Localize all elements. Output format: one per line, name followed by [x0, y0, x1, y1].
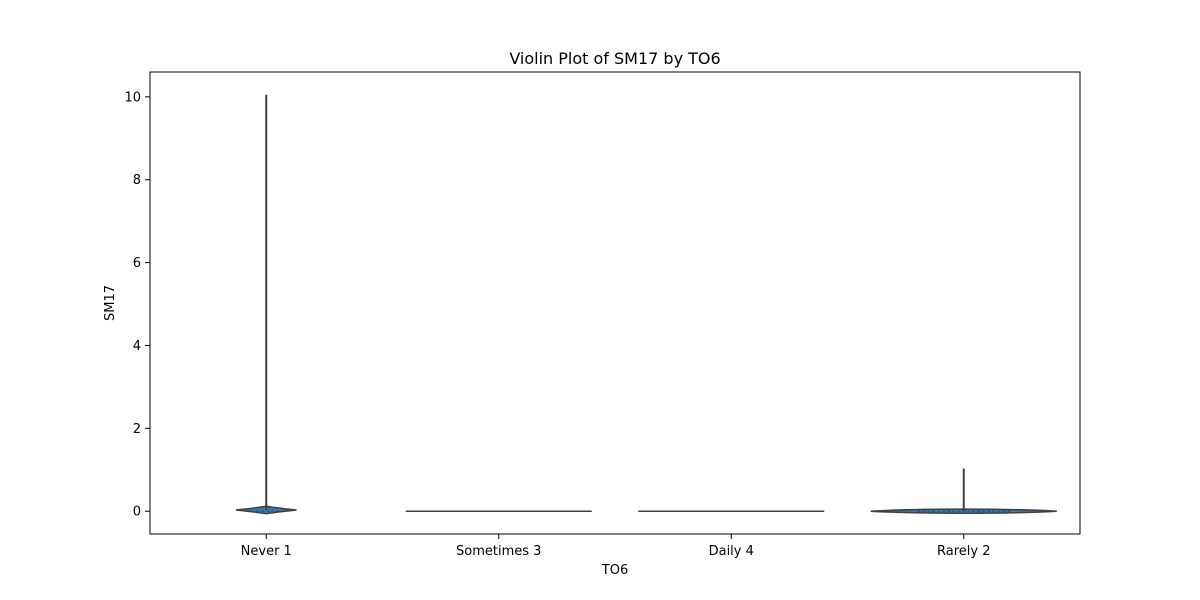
y-tick-label: 8 [133, 173, 141, 188]
y-tick-label: 4 [133, 339, 141, 354]
y-tick-label: 2 [133, 422, 141, 437]
plot-frame [149, 71, 1081, 535]
y-axis-label: SM17 [103, 285, 118, 321]
x-axis-label: TO6 [601, 563, 628, 578]
plot-area [235, 94, 1057, 515]
x-tick-label: Sometimes 3 [456, 544, 541, 559]
y-tick-label: 0 [133, 505, 141, 520]
y-axis: 0 2 4 6 8 10 [124, 90, 150, 520]
chart-title: Violin Plot of SM17 by TO6 [509, 49, 720, 68]
y-tick-label: 10 [124, 90, 141, 105]
violin-body [235, 505, 297, 515]
x-tick-label: Rarely 2 [937, 544, 990, 559]
x-tick-label: Daily 4 [709, 544, 754, 559]
violin-1 [235, 94, 297, 515]
x-tick-label: Never 1 [241, 544, 292, 559]
y-tick-label: 6 [133, 256, 141, 271]
x-axis: Never 1 Sometimes 3 Daily 4 Rarely 2 [241, 534, 990, 559]
violin-4 [870, 468, 1057, 515]
